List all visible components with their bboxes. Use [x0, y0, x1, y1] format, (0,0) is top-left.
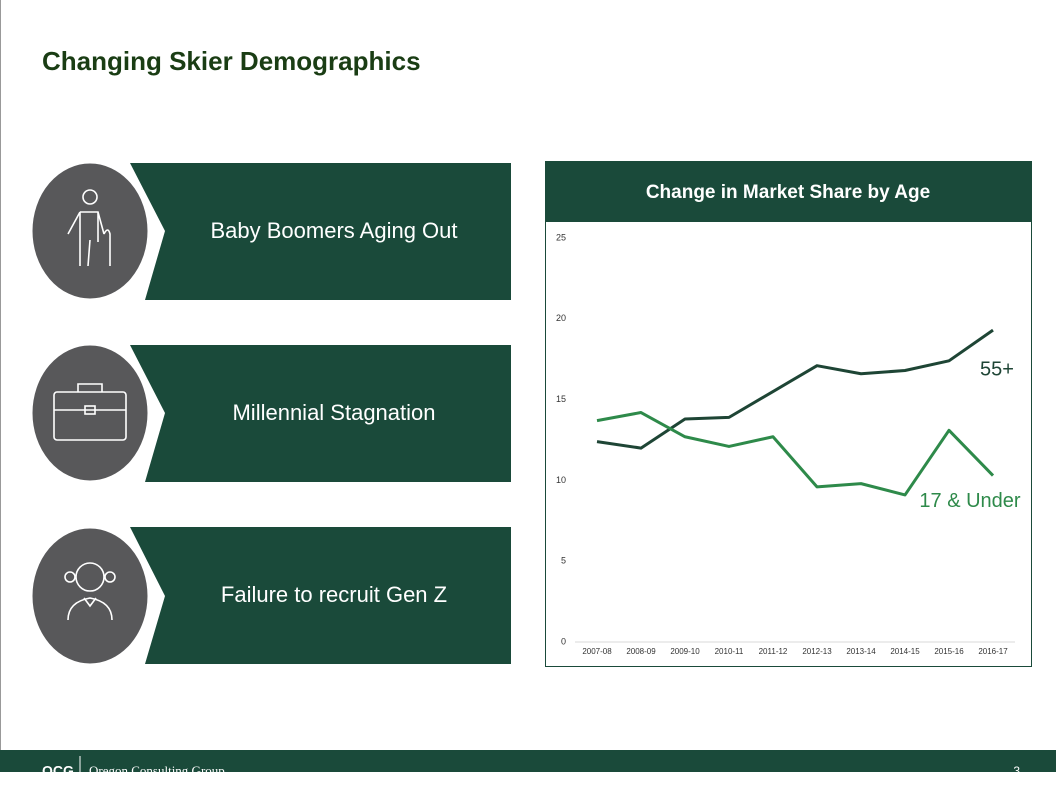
slide-title: Changing Skier Demographics [42, 46, 421, 76]
item: Millennial Stagnation [29, 342, 511, 484]
child-icon [64, 562, 116, 621]
x-tick-label: 2012-13 [802, 647, 832, 656]
footer-company: Oregon Consulting Group [89, 763, 225, 778]
briefcase-icon [53, 383, 127, 441]
page-number: 3 [1013, 764, 1020, 778]
x-tick-label: 2010-11 [715, 647, 744, 656]
item-label: Millennial Stagnation [232, 400, 435, 425]
series-label: 17 & Under [919, 490, 1021, 512]
item-label: Failure to recruit Gen Z [221, 582, 447, 607]
item-icon-circle [29, 160, 151, 302]
item-label: Baby Boomers Aging Out [210, 218, 457, 243]
chart-title: Change in Market Share by Age [646, 182, 930, 203]
x-tick-label: 2015-16 [934, 647, 964, 656]
series-line [596, 411, 995, 497]
elder-icon [67, 189, 111, 267]
item-icon-circle [29, 342, 151, 484]
item: Baby Boomers Aging Out [29, 160, 511, 302]
item-banner [130, 345, 511, 482]
y-tick-label: 25 [556, 232, 566, 242]
footer-bar [0, 750, 1056, 772]
item-banner [130, 163, 511, 300]
chart-panel: Change in Market Share by Age [545, 161, 1032, 667]
series-label: 55+ [980, 358, 1014, 380]
item-banner [130, 527, 511, 664]
x-tick-label: 2009-10 [670, 647, 700, 656]
y-tick-label: 15 [556, 394, 566, 404]
y-tick-label: 20 [556, 313, 566, 323]
footer-logo: OCG [42, 763, 74, 779]
footer: OCG Oregon Consulting Group 3 [0, 750, 1056, 779]
y-tick-label: 10 [556, 475, 566, 485]
x-tick-label: 2016-17 [978, 647, 1008, 656]
item-icon-circle [29, 525, 151, 667]
x-tick-label: 2011-12 [759, 647, 788, 656]
x-tick-label: 2008-09 [626, 647, 656, 656]
item: Failure to recruit Gen Z [29, 525, 511, 667]
items: Baby Boomers Aging Out Millennial Stagna… [29, 160, 511, 667]
chart-frame [545, 161, 1032, 667]
y-tick-label: 5 [561, 556, 566, 566]
y-tick-label: 0 [561, 636, 566, 646]
chart-header [545, 161, 1032, 222]
x-tick-label: 2007-08 [582, 647, 612, 656]
x-tick-label: 2013-14 [846, 647, 876, 656]
x-tick-label: 2014-15 [890, 647, 920, 656]
series-line [596, 328, 994, 450]
